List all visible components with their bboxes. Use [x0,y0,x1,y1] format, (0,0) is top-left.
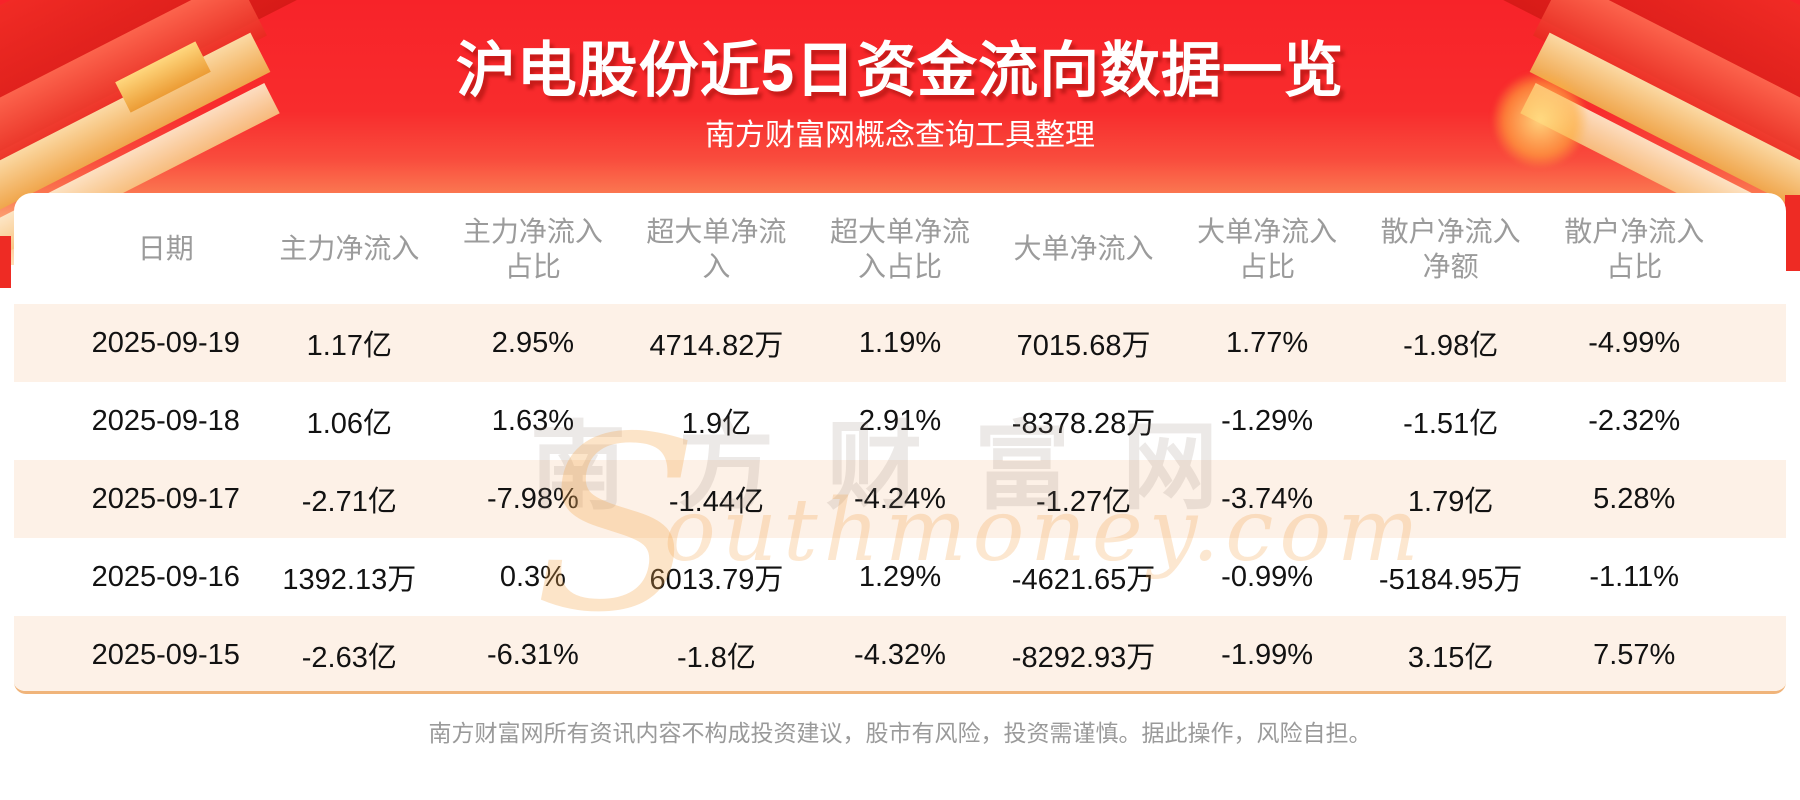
gold-glow-decoration [1492,72,1588,168]
table-row: 2025-09-19 1.17亿 2.95% 4714.82万 1.19% 7015.68… [14,304,1786,382]
table-cell: 2025-09-18 [91,404,240,437]
table-cell: -4.32% [854,638,946,671]
table-cell: -2.71亿 [301,486,397,518]
table-cell: 2.91% [858,404,942,437]
table-cell: 1.77% [1225,326,1309,359]
table-cell: 6013.79万 [649,564,784,596]
table-row: 2025-09-18 1.06亿 1.63% 1.9亿 2.91% -8378.28万 -1… [14,382,1786,460]
table-cell: 2025-09-19 [91,326,240,359]
column-header: 大单净流入 占比 [1197,215,1338,282]
table-cell: 1.63% [491,404,574,437]
table-cell: -1.8亿 [676,642,756,674]
table-row: 2025-09-17 -2.71亿 -7.98% -1.44亿 -4.24% -1.27亿… [14,460,1786,538]
table-cell: -2.63亿 [301,642,397,674]
table-row: 2025-09-15 -2.63亿 -6.31% -1.8亿 -4.32% -8292.9… [14,616,1786,691]
table-cell: -4621.65万 [1011,564,1156,596]
red-edge-decoration-left [0,236,11,288]
table-cell: -4.24% [854,482,946,515]
table-cell: -3.74% [1221,482,1314,515]
table-cell: -7.98% [486,482,579,515]
column-header: 超大单净流 入占比 [829,215,970,282]
page-subtitle: 南方财富网概念查询工具整理 [705,119,1095,152]
table-cell: 7015.68万 [1016,330,1151,362]
table-cell: -1.44亿 [668,486,764,518]
table-cell: -1.11% [1589,560,1680,593]
table-cell: 5.28% [1593,482,1676,515]
table-cell: -1.27亿 [1035,486,1132,518]
table-cell: 0.3% [499,560,566,593]
table-row: 2025-09-16 1392.13万 0.3% 6013.79万 1.29% -4621… [14,538,1786,616]
table-cell: -1.98亿 [1403,330,1499,362]
table-body: 2025-09-19 1.17亿 2.95% 4714.82万 1.19% 7015.68… [14,304,1786,691]
column-header: 散户净流入 占比 [1564,215,1705,282]
table-cell: -6.31% [486,638,579,671]
table-cell: 1.29% [858,560,942,593]
table-cell: -4.99% [1588,326,1681,359]
column-header: 日期 [137,233,194,264]
table-cell: -5184.95万 [1378,564,1523,596]
fund-flow-table: 日期 主力净流入 主力净流入 占比 超大单净流 入超大单净流 入占比 大单净流入 大单净流… [14,193,1786,694]
table-cell: 2.95% [491,326,574,359]
red-edge-decoration-right [1785,195,1800,271]
table-cell: -1.51亿 [1403,408,1499,440]
table-cell: 2025-09-17 [91,482,240,515]
page-title: 沪电股份近5日资金流向数据一览 [455,37,1345,104]
table-cell: 2025-09-16 [91,560,240,593]
table-cell: -1.29% [1221,404,1314,437]
table-cell: 4714.82万 [649,330,784,362]
table-cell: 1.79亿 [1407,486,1494,518]
column-header: 超大单净流 入 [646,215,787,282]
table-cell: 1392.13万 [282,564,417,596]
table-cell: 3.15亿 [1407,642,1494,674]
table-cell: -8378.28万 [1011,408,1156,440]
table-cell: 1.9亿 [681,408,752,440]
table-cell: -2.32% [1588,404,1681,437]
table-cell: -8292.93万 [1011,642,1156,674]
disclaimer-text: 南方财富网所有资讯内容不构成投资建议，股市有风险，投资需谨慎。据此操作，风险自担… [428,720,1372,746]
table-cell: 1.17亿 [306,330,393,362]
table-cell: 7.57% [1593,638,1676,671]
table-cell: -0.99% [1221,560,1314,593]
column-header: 主力净流入 [279,233,420,264]
table-header-row: 日期 主力净流入 主力净流入 占比 超大单净流 入超大单净流 入占比 大单净流入 大单净流… [14,193,1786,304]
column-header: 大单净流入 [1013,233,1154,264]
table-cell: -1.99% [1221,638,1314,671]
column-header: 散户净流入 净额 [1380,215,1521,282]
table-cell: 2025-09-15 [91,638,240,671]
table-cell: 1.06亿 [306,408,393,440]
table-cell: 1.19% [858,326,942,359]
column-header: 主力净流入 占比 [462,215,603,282]
